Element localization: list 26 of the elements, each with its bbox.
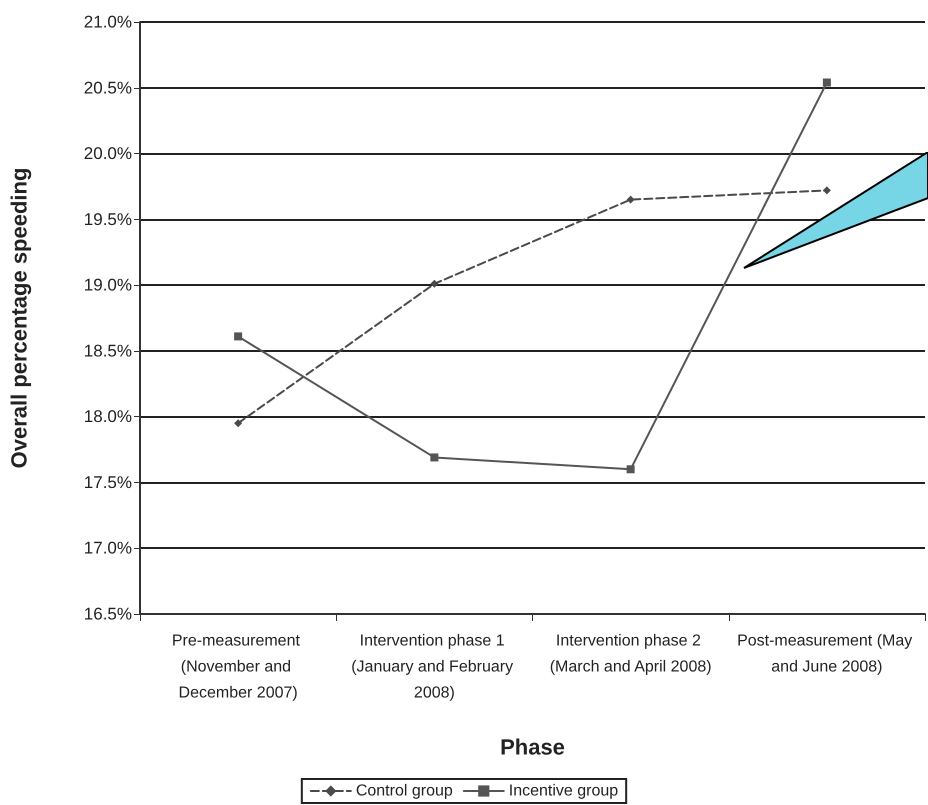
- y-axis-title: Overall percentage speeding: [6, 168, 32, 468]
- point: [430, 280, 438, 288]
- x-tick-label: Intervention phase 2 (March and April 2008): [550, 632, 712, 676]
- y-tick-label: 17.0%: [84, 538, 132, 558]
- x-axis-title: Phase: [500, 734, 565, 760]
- y-tick-label: 18.5%: [84, 341, 132, 360]
- y-tick-label: 19.5%: [84, 210, 132, 229]
- y-tick-label: 18.0%: [84, 407, 132, 426]
- point: [234, 332, 242, 340]
- y-tick-label: 20.5%: [84, 78, 132, 98]
- legend-label: Incentive group: [508, 782, 618, 800]
- x-tick-label: Pre-measurement (November and December 2007): [172, 632, 304, 702]
- y-tick-label: 17.5%: [84, 472, 132, 492]
- y-tick-label: 19.0%: [84, 276, 132, 295]
- point: [234, 419, 242, 428]
- y-tick-label: 20.0%: [84, 144, 132, 164]
- y-tick-label: 16.5%: [84, 604, 132, 624]
- point: [626, 196, 635, 204]
- point: [822, 78, 831, 87]
- x-tick-label: Post-measurement (May and June 2008): [737, 632, 917, 676]
- x-tick-label: Intervention phase 1 (January and February 2008): [351, 632, 518, 702]
- point: [430, 453, 438, 462]
- point: [626, 465, 635, 474]
- point: [822, 186, 831, 194]
- y-tick-label: 21.0%: [84, 12, 132, 32]
- legend-label: Control group: [356, 782, 453, 800]
